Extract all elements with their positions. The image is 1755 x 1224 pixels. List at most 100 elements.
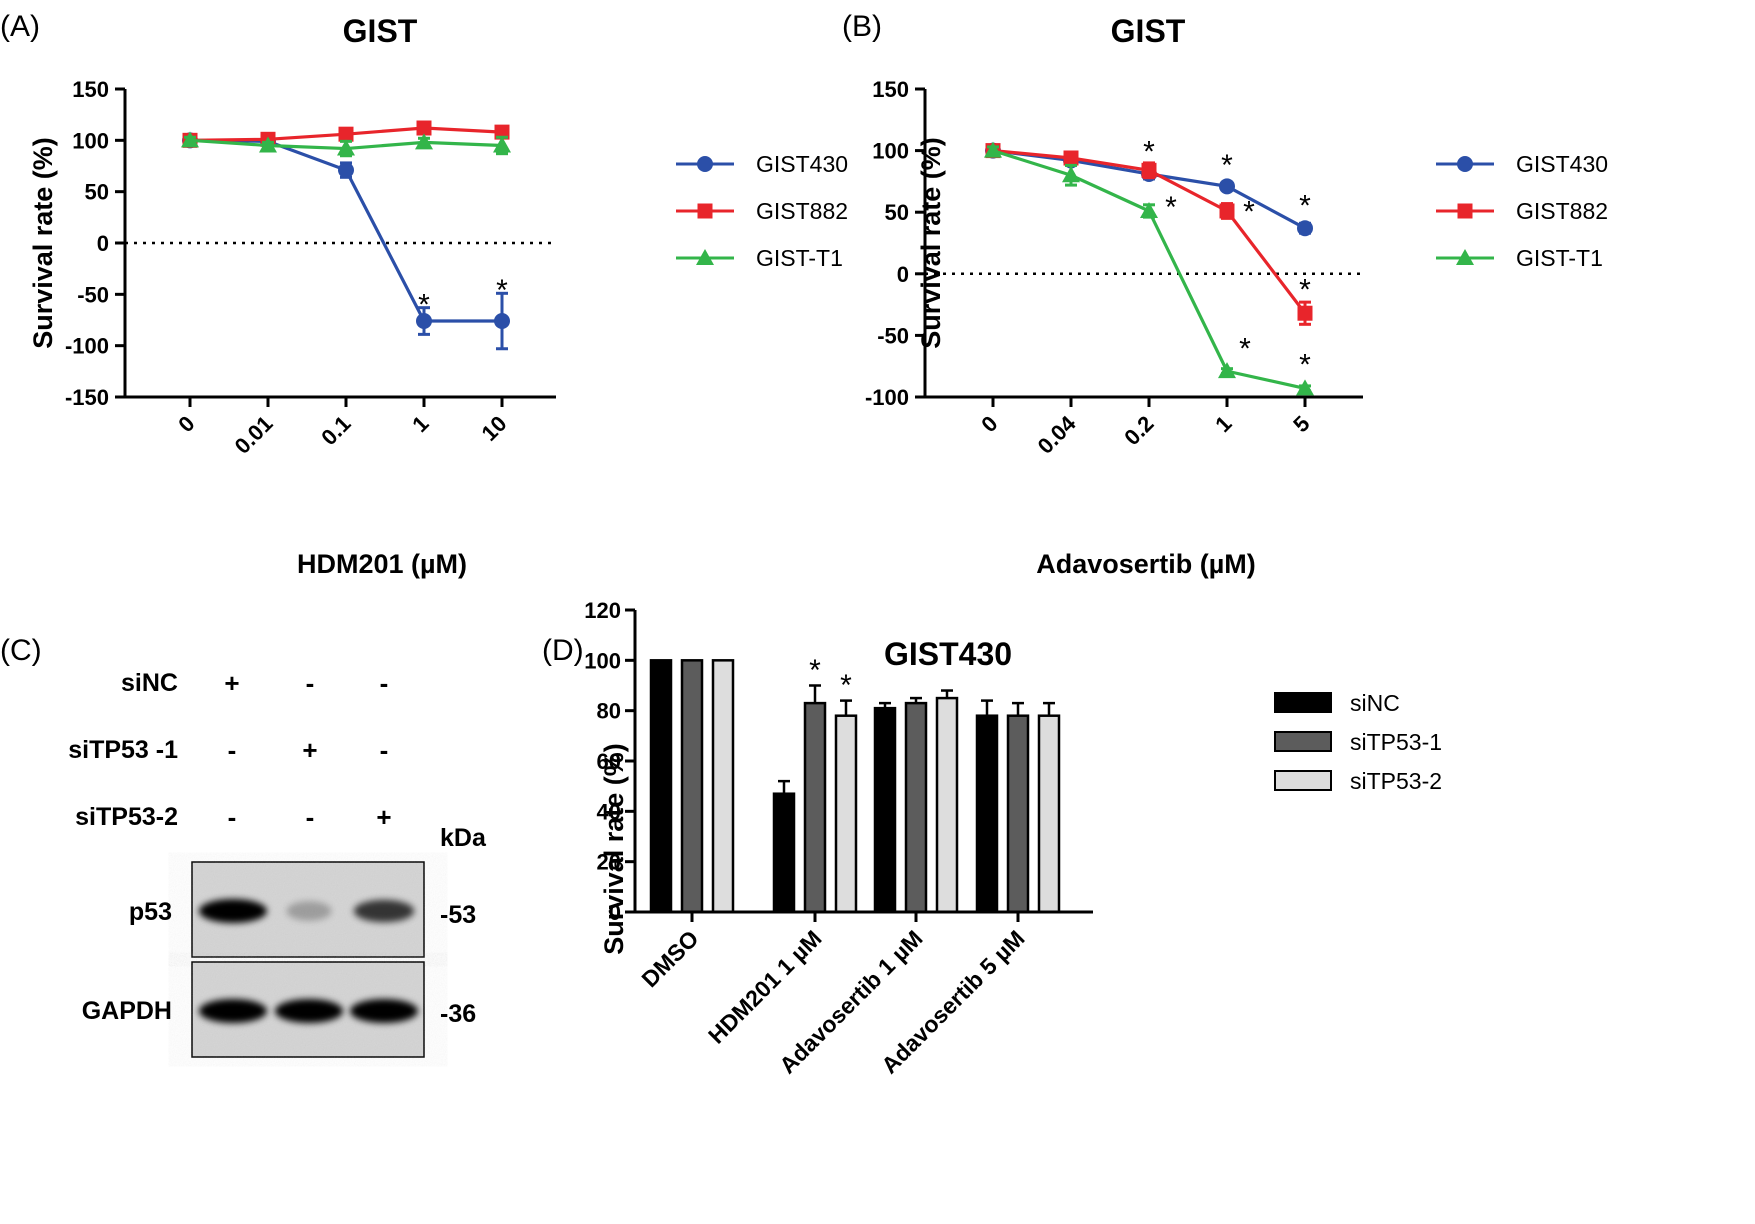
panel-b-legend-marker-gist-t1 <box>1456 249 1474 265</box>
blot-p53-band-lane-1 <box>199 899 267 923</box>
panel-d-legend-swatch-sinc <box>1274 692 1332 713</box>
blot-gapdh-mw-label: -36 <box>440 1000 476 1028</box>
panel-d-bar-sitp53-1 <box>680 659 704 914</box>
panel-a-point-gist-t1 <box>415 133 433 150</box>
lane-3-sinc-mark: - <box>380 668 389 698</box>
panel-b-y-tick-label: 100 <box>872 139 909 164</box>
blot-gapdh-bands <box>199 999 418 1023</box>
panel-d-bar-sitp53-2 <box>935 696 959 914</box>
panel-b-y-tick-label: 150 <box>872 77 909 102</box>
panel-a-y-tick-label: -50 <box>77 282 109 307</box>
panel-b-legend-label-gist-t1: GIST-T1 <box>1516 245 1603 271</box>
panel-b-point-gist-t1 <box>1062 166 1080 183</box>
panel-a-x-tick-label: 0 <box>173 411 199 437</box>
panel-d-y-tick-label: 60 <box>597 749 621 774</box>
panel-b-point-gist-t1 <box>1296 379 1314 396</box>
panel-b-significance-asterisk: * <box>1243 196 1255 229</box>
panel-d: (D) GIST430 Survival rate (%) 0 20 40 60 80 1… <box>542 598 1442 1079</box>
panel-a-point-gist-t1 <box>493 136 511 153</box>
panel-a-legend-label-gist882: GIST882 <box>756 198 848 224</box>
condition-label-sitp53-2: siTP53-2 <box>75 803 178 831</box>
panel-d-y-tick-label: 40 <box>597 799 621 824</box>
blot-gapdh-band-lane-1 <box>199 999 267 1023</box>
panel-b-point-gist-t1 <box>1218 362 1236 379</box>
lane-2-sitp53-1-mark: + <box>302 735 317 765</box>
panel-d-ylabel: Survival rate (%) <box>599 743 629 955</box>
panel-b-series-line-gist-t1 <box>992 149 1306 390</box>
panel-a-point-gist-t1 <box>259 136 277 153</box>
panel-a-legend-label-gist430: GIST430 <box>756 151 848 177</box>
kda-unit-label: kDa <box>440 824 487 852</box>
panel-a-y-tick-label: -100 <box>65 334 109 359</box>
panel-d-legend-label-sinc: siNC <box>1350 690 1400 716</box>
panel-b-point-gist-t1 <box>984 141 1002 158</box>
panel-a-y-tick-label: 0 <box>97 231 109 256</box>
panel-b-x-tick-label: 5 <box>1288 411 1314 437</box>
panel-b-point-gist882 <box>1297 305 1313 321</box>
panel-d-bar-sitp53-2 <box>834 714 858 914</box>
blot-p53-bands <box>199 899 415 923</box>
blot-p53-protein-label: p53 <box>129 898 172 926</box>
panel-a-legend-marker-gist882 <box>697 203 713 219</box>
panel-d-bar-sitp53-1 <box>904 701 928 914</box>
panel-b-significance-asterisk: * <box>1299 190 1311 223</box>
condition-label-sinc: siNC <box>121 669 178 697</box>
panel-a-point-gist430 <box>416 313 432 330</box>
panel-d-bar-sinc <box>873 706 897 914</box>
panel-b-y-tick-label: -100 <box>865 385 909 410</box>
panel-b-point-gist882 <box>1141 162 1157 178</box>
panel-d-bar-sinc <box>649 659 673 914</box>
lane-2-sinc-mark: - <box>306 668 315 698</box>
panel-b-legend-marker-gist882 <box>1457 203 1473 219</box>
panel-b-y-tick-label: 0 <box>897 262 909 287</box>
panel-a-significance-asterisk: * <box>418 289 430 322</box>
panel-b-legend-label-gist882: GIST882 <box>1516 198 1608 224</box>
panel-a-point-gist-t1 <box>337 139 355 156</box>
lane-1-sitp53-1-mark: - <box>228 735 237 765</box>
blot-p53-mw-label: -53 <box>440 901 476 929</box>
panel-a-x-tick-label: 0.1 <box>316 411 355 450</box>
panel-d-title: GIST430 <box>884 636 1012 672</box>
panel-b-legend-marker-gist430 <box>1457 156 1473 172</box>
panel-c-label: (C) <box>0 634 42 667</box>
panel-b-significance-asterisk: * <box>1299 349 1311 382</box>
panel-b-point-gist430 <box>1219 178 1235 195</box>
lane-1-sinc-mark: + <box>224 668 239 698</box>
panel-d-category-label-dmso: DMSO <box>636 925 703 992</box>
panel-b-point-gist430 <box>1297 220 1313 237</box>
panel-b-point-gist-t1 <box>1140 201 1158 218</box>
panel-b-x-tick-label: 0.04 <box>1033 410 1081 458</box>
panel-d-bar-sitp53-1 <box>803 701 827 914</box>
panel-a-legend: GIST430 GIST882 GIST-T1 <box>676 151 848 271</box>
panel-b-x-tick-label: 0.2 <box>1119 411 1158 450</box>
panel-d-significance-asterisk: * <box>809 654 821 687</box>
panel-a-y-tick-label: -150 <box>65 385 109 410</box>
panel-a-xlabel: HDM201 (µM) <box>297 549 467 579</box>
panel-b-significance-asterisk: * <box>1239 332 1251 365</box>
panel-d-y-tick-label: 120 <box>584 598 621 623</box>
panel-a-x-tick-label: 1 <box>407 411 433 437</box>
panel-a-ylabel: Survival rate (%) <box>28 137 58 349</box>
panel-b-xlabel: Adavosertib (µM) <box>1036 549 1256 579</box>
panel-b-point-gist882 <box>1219 203 1235 219</box>
panel-b-x-tick-label: 0 <box>976 411 1002 437</box>
panel-a-x-tick-label: 0.01 <box>230 411 278 459</box>
panel-d-legend-swatch-sitp53-2 <box>1274 770 1332 791</box>
panel-b-legend: GIST430 GIST882 GIST-T1 <box>1436 151 1608 271</box>
panel-a-legend-marker-gist430 <box>697 156 713 172</box>
lane-3-sitp53-2-mark: + <box>376 802 391 832</box>
lane-3-sitp53-1-mark: - <box>380 735 389 765</box>
panel-a-x-tick-label: 10 <box>477 411 512 446</box>
panel-d-legend: siNC siTP53-1 siTP53-2 <box>1274 690 1442 794</box>
panel-b-x-tick-label: 1 <box>1210 411 1236 437</box>
blot-gapdh-band-lane-2 <box>275 999 343 1023</box>
panel-a-title: GIST <box>343 13 418 49</box>
panel-a-point-gist-t1 <box>181 131 199 148</box>
panel-d-significance-asterisk: * <box>840 669 852 702</box>
panel-b-ylabel: Survival rate (%) <box>916 137 946 349</box>
lane-1-sitp53-2-mark: - <box>228 802 237 832</box>
lane-2-sitp53-2-mark: - <box>306 802 315 832</box>
panel-d-y-tick-label: 100 <box>584 648 621 673</box>
